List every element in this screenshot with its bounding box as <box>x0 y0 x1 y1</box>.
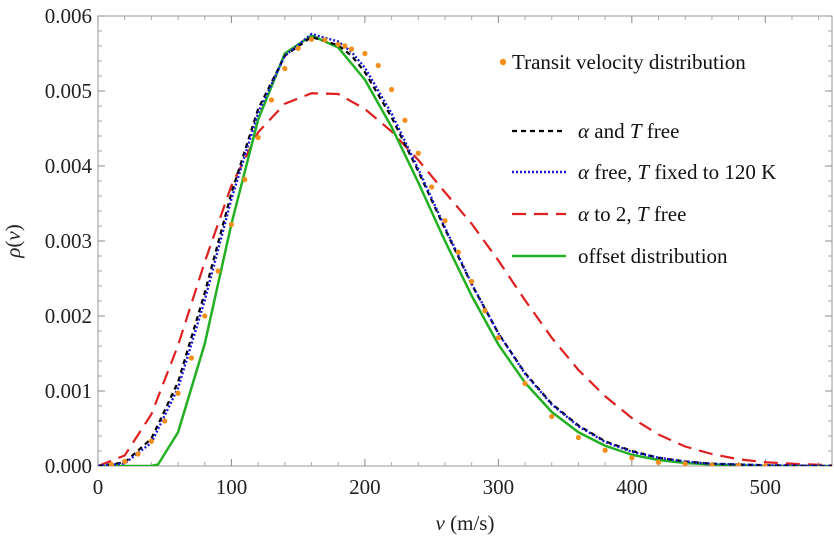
y-tick-label: 0.005 <box>45 79 92 103</box>
data-point <box>215 268 221 274</box>
x-tick-label: 300 <box>483 475 515 499</box>
data-point <box>389 86 395 93</box>
x-tick-label: 500 <box>750 475 782 499</box>
data-point <box>402 117 408 123</box>
data-point <box>762 463 768 466</box>
series-line-2 <box>98 32 832 466</box>
y-tick-label: 0.002 <box>45 304 92 328</box>
data-point <box>335 41 341 48</box>
data-point <box>308 36 315 42</box>
data-point <box>429 184 435 190</box>
data-point <box>242 176 248 183</box>
data-point <box>629 455 635 461</box>
axes: 0.000 0.001 0.002 0.003 0.004 0.005 0.006 0 100 2… <box>45 4 833 499</box>
data-point <box>348 46 355 52</box>
data-point <box>108 461 114 466</box>
data-point <box>455 249 461 255</box>
data-point <box>255 134 261 141</box>
y-tick-label: 0.004 <box>45 154 93 178</box>
data-point <box>495 335 501 341</box>
data-point <box>482 308 488 314</box>
series-line-4 <box>98 34 832 466</box>
series-layer <box>98 32 832 466</box>
data-point <box>202 313 208 319</box>
data-point <box>175 390 181 396</box>
series-line-3 <box>98 92 832 466</box>
y-tick-label: 0.006 <box>45 4 92 28</box>
legend-label: offset distribution <box>578 244 728 268</box>
data-point <box>228 221 235 228</box>
x-axis-label: v (m/s) <box>436 511 495 535</box>
data-point <box>415 150 421 156</box>
data-point <box>282 65 288 72</box>
legend-marker <box>499 58 507 66</box>
x-tick-label: 400 <box>616 475 648 499</box>
data-point <box>735 462 742 466</box>
data-point <box>362 50 368 57</box>
legend-label: α free, T fixed to 120 K <box>578 160 776 184</box>
data-point <box>322 37 328 43</box>
legend-entry-0: Transit velocity distribution <box>499 50 746 74</box>
y-tick-label: 0.003 <box>45 229 92 253</box>
data-point <box>295 45 301 51</box>
y-axis-label: ρ(v) <box>1 224 25 258</box>
data-point <box>135 451 141 457</box>
data-point <box>655 459 662 465</box>
legend-entry-4: offset distribution <box>512 244 728 268</box>
legend-label: Transit velocity distribution <box>512 50 746 74</box>
data-point <box>549 413 555 420</box>
data-point <box>709 462 715 466</box>
data-point <box>575 434 582 441</box>
legend-entry-3: α to 2, T free <box>512 202 686 226</box>
data-point <box>188 355 195 361</box>
data-point <box>148 438 154 444</box>
data-point <box>602 447 608 453</box>
legend-label: α and T free <box>578 119 679 143</box>
data-point <box>375 62 381 69</box>
data-point <box>122 458 128 465</box>
legend-entry-2: α free, T fixed to 120 K <box>512 160 776 184</box>
legend-entry-1: α and T free <box>512 119 679 143</box>
data-point <box>682 461 688 466</box>
data-point <box>469 278 475 285</box>
plot-frame <box>97 15 833 467</box>
y-tick-label: 0.001 <box>45 379 92 403</box>
data-point <box>442 218 448 224</box>
data-point <box>268 97 275 103</box>
x-tick-label: 100 <box>216 475 248 499</box>
y-tick-label: 0.000 <box>45 454 92 478</box>
data-point <box>162 418 168 424</box>
x-tick-label: 200 <box>349 475 381 499</box>
data-point <box>522 380 528 387</box>
legend: Transit velocity distribution α and T fre… <box>499 50 776 268</box>
legend-label: α to 2, T free <box>578 202 686 226</box>
data-point <box>342 43 348 49</box>
x-tick-label: 0 <box>93 475 104 499</box>
